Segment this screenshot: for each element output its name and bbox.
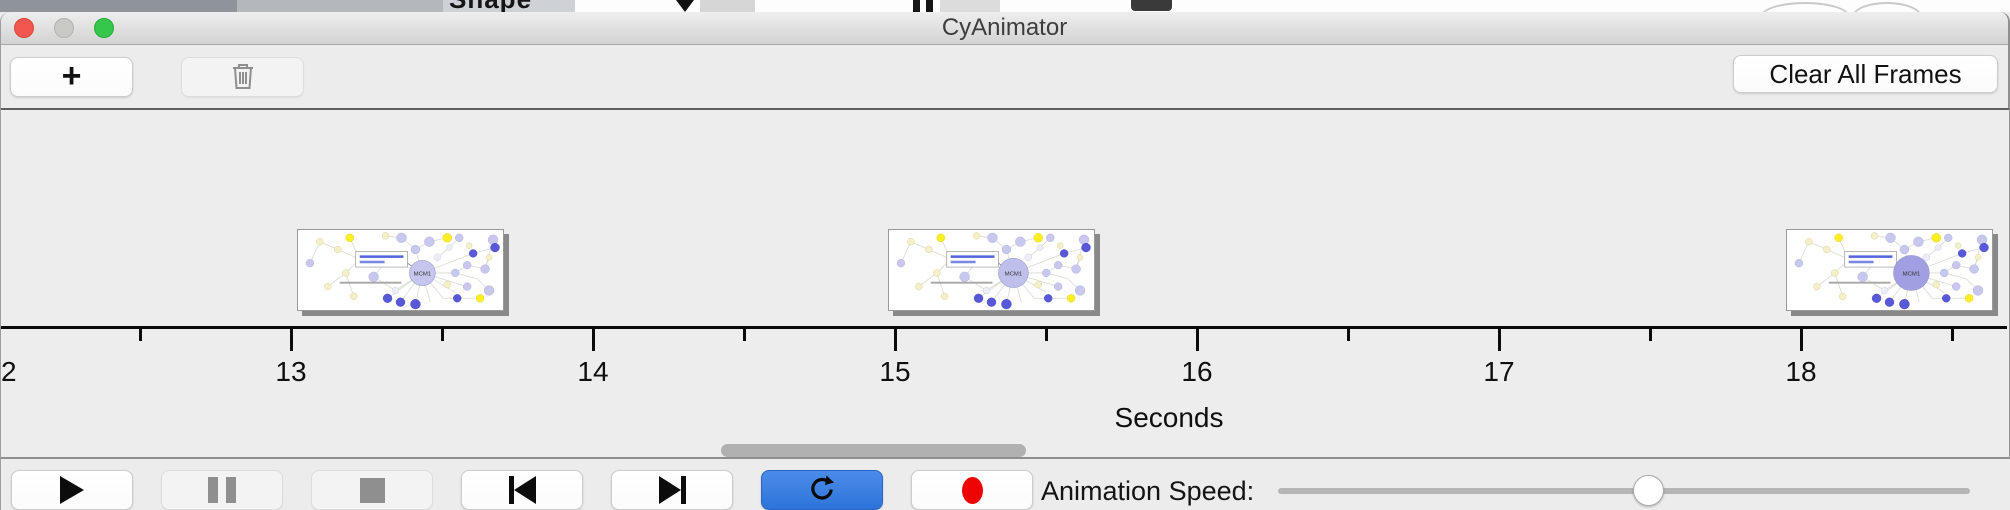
record-button[interactable] [911, 470, 1033, 510]
animation-speed-slider-thumb[interactable] [1633, 475, 1664, 506]
skip-to-start-icon [508, 476, 536, 504]
axis-caption: Seconds [1114, 402, 1224, 433]
tick-label: 15 [879, 356, 911, 387]
skip-to-end-icon [658, 476, 686, 504]
tick-label: 16 [1181, 356, 1213, 387]
background-window-fragment [237, 0, 443, 12]
close-window-button[interactable] [14, 18, 34, 38]
background-ui-mark [676, 0, 694, 12]
cyanimator-window: CyAnimator + Clear All Frames [0, 12, 2010, 510]
major-tick [1196, 329, 1199, 351]
play-button[interactable] [11, 470, 133, 510]
add-frame-button[interactable]: + [10, 57, 133, 97]
tick-label: 18 [1785, 356, 1817, 387]
pause-button[interactable] [161, 470, 283, 510]
axis-line [1, 326, 2007, 329]
background-network-edge [1760, 2, 1850, 12]
center-node-label: MCM1 [1005, 271, 1023, 277]
major-tick [1498, 329, 1501, 351]
clear-all-frames-label: Clear All Frames [1769, 58, 1962, 89]
background-ui-mark [926, 0, 933, 12]
loop-icon [807, 474, 837, 507]
playback-controls-bar: Animation Speed: [1, 459, 2010, 510]
minor-tick [1649, 329, 1652, 341]
tick-label: 17 [1483, 356, 1515, 387]
tick-label: 14 [577, 356, 609, 387]
animation-speed-label: Animation Speed: [1041, 476, 1255, 506]
stop-icon [359, 477, 385, 503]
center-node-label: MCM1 [414, 271, 432, 277]
pause-icon [208, 477, 236, 503]
timeline-panel[interactable]: MCM1 MCM1 MCM1 13 14 15 16 17 18 2 Seconds [1, 108, 2009, 459]
trash-icon [229, 61, 257, 94]
window-title: CyAnimator [941, 14, 1068, 41]
center-node-label: MCM1 [1903, 271, 1921, 277]
background-window-fragment [0, 0, 237, 12]
frame-thumbnail[interactable]: MCM1 [888, 229, 1095, 311]
major-tick [290, 329, 293, 351]
minor-tick [139, 329, 142, 341]
background-shape-label: Shape [449, 0, 532, 12]
background-windows-strip: Shape [0, 0, 2010, 12]
background-ui-mark [1131, 0, 1172, 11]
background-window-fragment: Shape [443, 0, 575, 12]
plus-icon: + [61, 56, 82, 95]
timeline-horizontal-scrollbar[interactable] [721, 444, 1026, 457]
major-tick [894, 329, 897, 351]
major-tick [1800, 329, 1803, 351]
play-icon [60, 476, 84, 504]
tick-label: 13 [275, 356, 307, 387]
minor-tick [1045, 329, 1048, 341]
frame-thumbnail[interactable]: MCM1 [297, 229, 504, 311]
background-ui-mark [940, 0, 1000, 12]
background-network-edge [1852, 2, 1922, 12]
delete-frame-button[interactable] [181, 57, 304, 97]
skip-to-end-button[interactable] [611, 470, 733, 510]
titlebar[interactable]: CyAnimator [1, 12, 2008, 45]
minimize-window-button[interactable] [54, 18, 74, 38]
record-icon [961, 476, 983, 504]
minor-tick [1347, 329, 1350, 341]
animation-speed-slider-track[interactable] [1278, 488, 1970, 494]
zoom-window-button[interactable] [94, 18, 114, 38]
minor-tick [441, 329, 444, 341]
minor-tick [1951, 329, 1954, 341]
clear-all-frames-button[interactable]: Clear All Frames [1733, 55, 1998, 93]
loop-button[interactable] [761, 470, 883, 510]
major-tick [592, 329, 595, 351]
background-ui-mark [913, 0, 920, 12]
stop-button[interactable] [311, 470, 433, 510]
background-ui-mark [700, 0, 755, 12]
tick-label-clipped: 2 [1, 356, 17, 387]
minor-tick [743, 329, 746, 341]
frame-thumbnail[interactable]: MCM1 [1786, 229, 1993, 311]
skip-to-start-button[interactable] [461, 470, 583, 510]
